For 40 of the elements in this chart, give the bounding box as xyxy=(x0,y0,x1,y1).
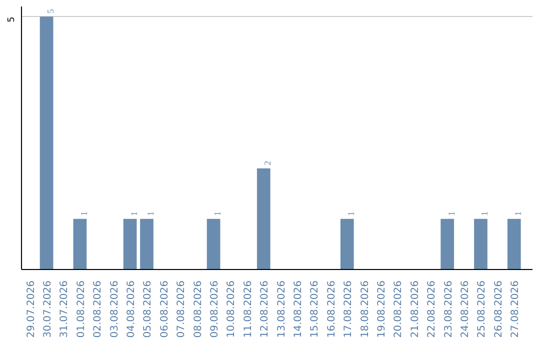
x-tick-label: 24.08.2026 xyxy=(460,280,472,338)
x-tick-label: 25.08.2026 xyxy=(476,280,488,338)
data-label: 1 xyxy=(129,211,140,216)
x-tick-label: 31.07.2026 xyxy=(59,280,70,338)
x-tick-label: 10.08.2026 xyxy=(226,280,238,338)
x-tick-label: 03.08.2026 xyxy=(109,280,120,338)
data-label: 1 xyxy=(212,211,223,216)
x-tick-label: 05.08.2026 xyxy=(142,280,154,338)
data-label: 2 xyxy=(262,160,273,166)
x-tick-label: 11.08.2026 xyxy=(242,280,254,338)
x-tick-label: 06.08.2026 xyxy=(159,280,170,338)
x-tick-label: 07.08.2026 xyxy=(176,280,188,338)
x-tick-label: 14.08.2026 xyxy=(293,280,304,338)
x-tick-label: 21.08.2026 xyxy=(410,280,421,338)
x-tick-label: 04.08.2026 xyxy=(126,280,138,338)
x-tick-label: 29.07.2026 xyxy=(26,280,37,338)
x-tick-label: 27.08.2026 xyxy=(510,280,522,338)
data-label: 1 xyxy=(146,211,156,216)
x-tick-label: 02.08.2026 xyxy=(92,280,104,338)
x-tick-label: 22.08.2026 xyxy=(426,280,438,338)
x-tick-label: 08.08.2026 xyxy=(192,280,204,338)
data-label: 1 xyxy=(78,211,89,216)
x-tick-label: 15.08.2026 xyxy=(310,280,321,338)
x-tick-label: 16.08.2026 xyxy=(326,280,338,338)
x-tick-label: 09.08.2026 xyxy=(210,280,221,338)
x-tick-label: 13.08.2026 xyxy=(276,280,288,338)
data-label: 1 xyxy=(513,211,524,216)
x-tick-label: 26.08.2026 xyxy=(493,280,504,338)
data-label: 1 xyxy=(446,211,456,216)
x-tick-label: 01.08.2026 xyxy=(76,280,87,338)
x-tick-label: 18.08.2026 xyxy=(360,280,371,338)
data-label: 1 xyxy=(480,211,490,216)
x-tick-label: 23.08.2026 xyxy=(443,280,454,338)
x-tick-label: 30.07.2026 xyxy=(42,280,54,338)
data-label: 1 xyxy=(346,211,356,216)
x-tick-label: 20.08.2026 xyxy=(393,280,404,338)
x-tick-label: 12.08.2026 xyxy=(260,280,271,338)
x-tick-label: 17.08.2026 xyxy=(343,280,354,338)
data-label: 5 xyxy=(46,8,56,14)
x-tick-label: 19.08.2026 xyxy=(376,280,388,338)
